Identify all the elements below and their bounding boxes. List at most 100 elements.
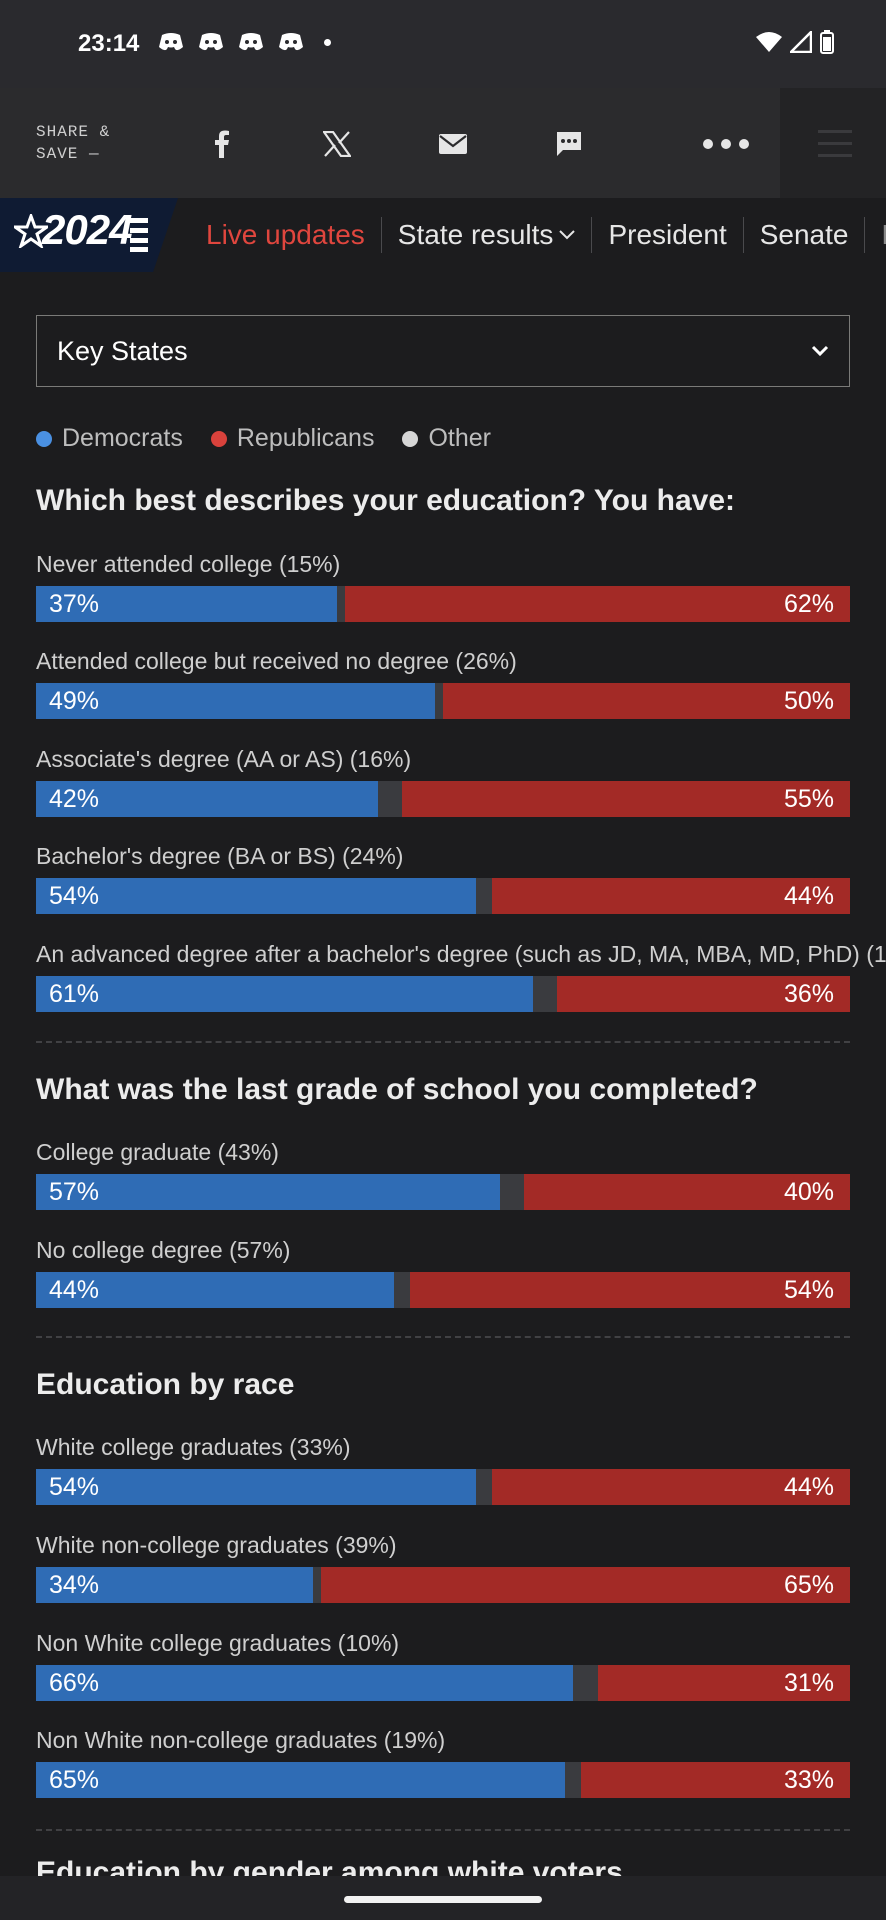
logo-stripes-icon [130, 218, 148, 252]
legend-item-republicans: Republicans [210, 424, 374, 453]
row-label: No college degree (57%) [36, 1237, 291, 1263]
discord-icon [239, 33, 263, 51]
state-filter-value: Key States [57, 335, 188, 366]
row-label: Non White college graduates (10%) [36, 1630, 400, 1656]
section-title: What was the last grade of school you co… [36, 1073, 758, 1106]
last-grade-section: What was the last grade of school you co… [36, 1073, 850, 1107]
section-divider [36, 1041, 850, 1043]
dem-percent: 57% [49, 1178, 100, 1206]
dem-bar-segment: 34% [36, 1567, 313, 1603]
result-row: Never attended college (15%) 37% 62% [36, 551, 850, 633]
dem-bar-segment: 61% [36, 976, 533, 1012]
rep-percent: 44% [783, 882, 834, 910]
row-label: White non-college graduates (39%) [36, 1532, 397, 1558]
result-bar: 44% 54% [36, 1272, 850, 1308]
row-label: Never attended college (15%) [36, 551, 341, 577]
legend-dot [210, 430, 227, 447]
nav-house[interactable]: House [865, 219, 886, 251]
education-section: Which best describes your education? You… [36, 484, 850, 518]
result-bar: 42% 55% [36, 781, 850, 817]
rep-percent: 31% [783, 1669, 834, 1697]
result-bar: 54% 44% [36, 1469, 850, 1505]
mail-icon [439, 134, 467, 154]
result-row: Bachelor's degree (BA or BS) (24%) 54% 44% [36, 843, 850, 925]
rep-percent: 36% [783, 980, 834, 1008]
state-filter-select[interactable]: Key States [36, 315, 850, 387]
result-row: Non White college graduates (10%) 66% 31% [36, 1630, 850, 1712]
more-share-button[interactable] [702, 124, 750, 164]
nav-live-updates[interactable]: Live updates [206, 219, 365, 250]
dem-percent: 34% [49, 1571, 100, 1599]
result-bar: 54% 44% [36, 878, 850, 914]
rep-bar-segment: 54% [410, 1272, 850, 1308]
nav-state-results[interactable]: State results [382, 219, 592, 251]
result-bar: 57% 40% [36, 1174, 850, 1210]
result-bar: 65% 33% [36, 1762, 850, 1798]
legend-item-democrats: Democrats [36, 424, 183, 453]
message-share-button[interactable] [549, 124, 589, 164]
share-save-label[interactable]: SHARE & SAVE — [36, 123, 111, 163]
facebook-icon [215, 130, 229, 158]
rep-percent: 40% [783, 1178, 834, 1206]
rep-bar-segment: 50% [443, 683, 850, 719]
more-notifications-dot [324, 38, 331, 46]
dem-percent: 42% [49, 785, 100, 813]
election-2024-logo[interactable]: 2024 [0, 198, 178, 272]
election-nav: 2024 Live updates State results Presiden… [0, 198, 886, 272]
chevron-down-icon [559, 230, 576, 240]
rep-percent: 55% [783, 785, 834, 813]
result-row: No college degree (57%) 44% 54% [36, 1237, 850, 1319]
row-label: College graduate (43%) [36, 1139, 279, 1165]
nav-president[interactable]: President [608, 219, 727, 250]
row-label: An advanced degree after a bachelor's de… [36, 941, 886, 967]
nav-senate[interactable]: Senate [759, 219, 849, 250]
result-row: Attended college but received no degree … [36, 648, 850, 730]
result-row: Non White non-college graduates (19%) 65%… [36, 1727, 850, 1809]
facebook-share-button[interactable] [202, 124, 242, 164]
dem-bar-segment: 42% [36, 781, 378, 817]
rep-percent: 62% [783, 590, 834, 618]
rep-percent: 50% [783, 687, 834, 715]
email-share-button[interactable] [433, 124, 473, 164]
result-row: White college graduates (33%) 54% 44% [36, 1434, 850, 1516]
status-time: 23:14 [78, 30, 140, 57]
dem-bar-segment: 44% [36, 1272, 395, 1308]
wifi-icon [756, 32, 782, 52]
section-title: Which best describes your education? You… [36, 484, 736, 517]
result-row: College graduate (43%) 57% 40% [36, 1139, 850, 1221]
more-dots-icon [703, 139, 749, 149]
home-indicator[interactable] [344, 1896, 542, 1903]
section-divider [36, 1336, 850, 1338]
result-row: An advanced degree after a bachelor's de… [36, 941, 886, 1023]
result-bar: 34% 65% [36, 1567, 850, 1603]
dem-percent: 65% [49, 1766, 100, 1794]
row-label: Associate's degree (AA or AS) (16%) [36, 746, 412, 772]
system-icons [756, 30, 834, 54]
hamburger-icon [818, 130, 852, 133]
rep-bar-segment: 65% [320, 1567, 850, 1603]
menu-button[interactable] [780, 88, 886, 198]
education-by-race-section: Education by race [36, 1368, 850, 1402]
x-share-button[interactable] [317, 124, 357, 164]
dem-percent: 54% [49, 882, 100, 910]
status-bar: 23:14 [0, 0, 886, 88]
section-divider [36, 1829, 850, 1831]
row-label: Attended college but received no degree … [36, 648, 517, 674]
logo-year: 2024 [42, 206, 132, 253]
dem-bar-segment: 66% [36, 1665, 574, 1701]
dem-percent: 44% [49, 1276, 100, 1304]
dem-bar-segment: 57% [36, 1174, 500, 1210]
rep-bar-segment: 40% [524, 1174, 850, 1210]
rep-bar-segment: 44% [491, 878, 850, 914]
result-bar: 37% 62% [36, 586, 850, 622]
rep-bar-segment: 44% [491, 1469, 850, 1505]
dem-bar-segment: 65% [36, 1762, 566, 1798]
result-row: Associate's degree (AA or AS) (16%) 42% 55… [36, 746, 850, 828]
rep-percent: 33% [783, 1766, 834, 1794]
rep-bar-segment: 31% [597, 1665, 850, 1701]
message-icon [557, 132, 581, 156]
discord-icon [199, 33, 223, 51]
discord-icon [159, 33, 183, 51]
party-legend: Democrats Republicans Other [36, 424, 519, 453]
dem-percent: 37% [49, 590, 100, 618]
